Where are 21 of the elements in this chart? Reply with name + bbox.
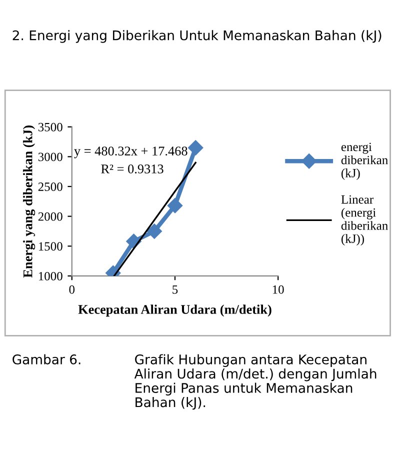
x-tick-label: 10 xyxy=(272,285,284,294)
y-tick-label: 2000 xyxy=(38,212,62,221)
y-axis-title: Energi yang diberikan (kJ) xyxy=(23,126,36,278)
text: Gambar 6. xyxy=(12,354,80,364)
y-tick-label: 3000 xyxy=(38,152,62,162)
y-tick-label: 1000 xyxy=(38,272,62,280)
y-tick-label: 2500 xyxy=(38,182,62,191)
text: Grafik Hubungan antara Kecepatan Aliran Udara (m/det.) dengan Jumlah Energi Panas untuk Memanaskan Bahan (kJ). xyxy=(134,354,376,410)
legend-label: energi diberikan (kJ) xyxy=(341,142,388,180)
x-tick-label: 0 xyxy=(69,285,75,294)
annotation: y = 480.32x + 17.468 xyxy=(74,146,188,158)
x-axis-title: Kecepatan Aliran Udara (m/detik) xyxy=(78,304,272,317)
annotation: R² = 0.9313 xyxy=(101,164,164,174)
y-tick-label: 3500 xyxy=(38,122,62,132)
legend-label: Linear (energi diberikan (kJ)) xyxy=(341,195,388,246)
x-tick-label: 5 xyxy=(172,285,178,294)
y-tick-label: 1500 xyxy=(38,242,62,251)
chart-title: 2. Energi yang Diberikan Untuk Memanaskan Bahan (kJ) xyxy=(12,30,382,43)
point xyxy=(188,140,204,156)
point xyxy=(146,224,162,239)
point xyxy=(167,198,183,214)
